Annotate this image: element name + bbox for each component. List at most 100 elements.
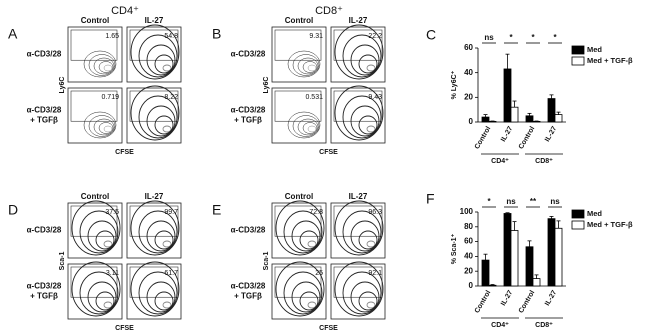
gate-value: 96.3 (368, 209, 382, 216)
legend-swatch (571, 45, 585, 55)
significance: ns (550, 197, 560, 206)
gate-value: 9.31 (309, 33, 323, 40)
contour (350, 220, 380, 252)
contour (103, 125, 113, 133)
x-axis-label: CFSE (319, 325, 338, 332)
bar (503, 68, 512, 123)
contour (154, 291, 174, 311)
row-label: α-CD3/28 (27, 106, 62, 115)
bar (547, 218, 556, 287)
gate (70, 29, 118, 61)
y-tick-label: 0 (469, 117, 474, 126)
contour (342, 95, 382, 139)
contour (334, 261, 384, 317)
contour (283, 271, 323, 315)
significance: * (531, 33, 535, 42)
contour (334, 85, 384, 141)
gate-value: 0.531 (305, 94, 323, 101)
gate-value: 99.7 (164, 209, 178, 216)
significance: ** (530, 197, 537, 206)
gate (70, 266, 118, 298)
gate-value: 8.22 (164, 94, 178, 101)
contour (95, 230, 115, 250)
row-label: + TGFβ (30, 292, 58, 301)
contour (146, 220, 176, 252)
panel-letter: F (426, 191, 435, 207)
panel-letter: D (8, 202, 18, 218)
row-label: α-CD3/28 (27, 282, 62, 291)
contour (79, 271, 119, 315)
column-header: Control (81, 16, 109, 25)
row-label: α-CD3/28 (231, 106, 266, 115)
gate-value: 54.8 (164, 33, 178, 40)
row-label: α-CD3/28 (27, 226, 62, 235)
significance: ns (484, 33, 494, 42)
x-tick-label: Control (518, 289, 537, 314)
contour (283, 210, 323, 254)
gate (70, 205, 118, 237)
x-axis-label: CFSE (319, 149, 338, 156)
gate (274, 29, 322, 61)
contour (154, 230, 174, 250)
contour (358, 115, 378, 135)
contour (307, 64, 317, 72)
bar (481, 116, 490, 123)
y-axis-label: Sca-1 (59, 252, 66, 271)
contour (342, 210, 382, 254)
contour (292, 115, 320, 137)
contour (307, 301, 317, 309)
contour (358, 230, 378, 250)
bar (554, 114, 563, 123)
contour (366, 125, 376, 133)
group-label: CD4⁺ (491, 322, 509, 329)
contour (95, 291, 115, 311)
contour (98, 61, 114, 73)
contour (307, 125, 317, 133)
bar (532, 120, 541, 123)
panel-header: CD8⁺ (315, 5, 343, 17)
contour (93, 118, 115, 136)
column-header: IL-27 (349, 192, 368, 201)
panel-header: CD4⁺ (111, 5, 139, 17)
contour (342, 34, 382, 78)
contour (138, 34, 178, 78)
significance: * (553, 33, 557, 42)
gate (274, 90, 322, 122)
bar (510, 106, 519, 123)
contour (366, 240, 376, 248)
x-axis-label: CFSE (115, 325, 134, 332)
y-tick-label: 80 (464, 222, 473, 231)
legend-swatch (571, 209, 585, 219)
contour (88, 54, 116, 76)
contour (162, 125, 172, 133)
x-axis-label: CFSE (115, 149, 134, 156)
row-label: α-CD3/28 (231, 282, 266, 291)
legend-swatch (571, 56, 585, 66)
plot-frame (271, 26, 327, 83)
contour (291, 220, 321, 252)
contour (287, 50, 321, 78)
panel-letter: B (212, 26, 221, 42)
group-label: CD8⁺ (535, 322, 553, 329)
contour (162, 64, 172, 72)
y-axis-label: Sca-1 (263, 252, 270, 271)
contour (154, 115, 174, 135)
column-header: Control (285, 192, 313, 201)
contour (366, 64, 376, 72)
contour (350, 44, 380, 76)
contour (130, 200, 180, 256)
contour (275, 261, 325, 317)
contour (299, 291, 319, 311)
plot-frame (67, 87, 123, 144)
gate-value: 61.7 (164, 270, 178, 277)
contour (154, 54, 174, 74)
contour (130, 261, 180, 317)
contour (103, 64, 113, 72)
legend-label: Med + TGF-β (587, 56, 633, 65)
bar (532, 278, 541, 287)
contour (87, 281, 117, 313)
bar (525, 246, 534, 287)
contour (146, 105, 176, 137)
y-tick-label: 20 (464, 266, 473, 275)
x-tick-label: IL-27 (500, 125, 514, 143)
